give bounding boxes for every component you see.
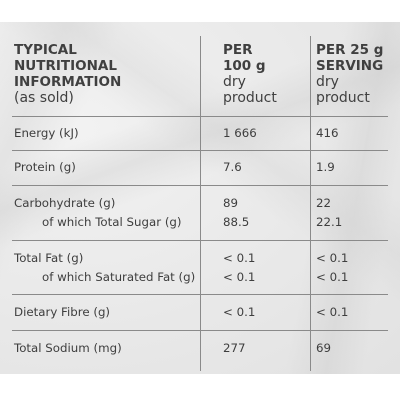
row-label-protein: Protein (g) (14, 160, 76, 174)
header-col1-line4: (as sold) (14, 90, 74, 106)
header-col2-line1: PER (223, 42, 253, 58)
header-col1-line3: INFORMATION (14, 74, 122, 90)
header-col3-line4: product (316, 90, 370, 106)
row-divider (12, 116, 388, 117)
header-col3-line2: SERVING (316, 58, 384, 74)
header-col1-line1: TYPICAL (14, 42, 77, 58)
value-total-sodium-per100: 277 (223, 341, 246, 355)
header-col2-line3: dry (223, 74, 246, 90)
row-label-total-sugar: of which Total Sugar (g) (42, 215, 182, 229)
row-divider (12, 150, 388, 151)
value-carbohydrate-per100: 89 (223, 196, 239, 210)
value-total-sugar-serving: 22.1 (316, 215, 343, 229)
row-label-total-sodium: Total Sodium (mg) (14, 341, 122, 355)
value-total-sugar-per100: 88.5 (223, 215, 250, 229)
row-label-dietary-fibre: Dietary Fibre (g) (14, 305, 111, 319)
value-energy-serving: 416 (316, 126, 339, 140)
header-col1-line2: NUTRITIONAL (14, 58, 117, 74)
value-dietary-fibre-per100: < 0.1 (223, 305, 256, 319)
header-nutrition-info: TYPICAL NUTRITIONAL INFORMATION (as sold… (14, 42, 121, 106)
value-total-fat-serving: < 0.1 (316, 251, 349, 265)
row-label-carbohydrate: Carbohydrate (g) (14, 196, 116, 210)
value-total-sodium-serving: 69 (316, 341, 332, 355)
column-divider-1 (200, 36, 201, 371)
value-saturated-fat-per100: < 0.1 (223, 270, 256, 284)
header-col3-line1: PER 25 g (316, 42, 384, 58)
header-col2-line4: product (223, 90, 277, 106)
row-label-energy: Energy (kJ) (14, 126, 79, 140)
row-divider (12, 185, 388, 186)
value-carbohydrate-serving: 22 (316, 196, 332, 210)
value-saturated-fat-serving: < 0.1 (316, 270, 349, 284)
header-per-100g: PER 100 g dry product (223, 42, 277, 106)
header-per-serving: PER 25 g SERVING dry product (316, 42, 383, 106)
row-label-total-fat: Total Fat (g) (14, 251, 84, 265)
value-total-fat-per100: < 0.1 (223, 251, 256, 265)
row-label-saturated-fat: of which Saturated Fat (g) (42, 270, 196, 284)
row-divider (12, 294, 388, 295)
row-divider (12, 240, 388, 241)
value-protein-per100: 7.6 (223, 160, 242, 174)
value-dietary-fibre-serving: < 0.1 (316, 305, 349, 319)
value-protein-serving: 1.9 (316, 160, 335, 174)
header-col2-line2: 100 g (223, 58, 266, 74)
value-energy-per100: 1 666 (223, 126, 257, 140)
header-col3-line3: dry (316, 74, 339, 90)
row-divider (12, 330, 388, 331)
column-divider-2 (310, 36, 311, 371)
